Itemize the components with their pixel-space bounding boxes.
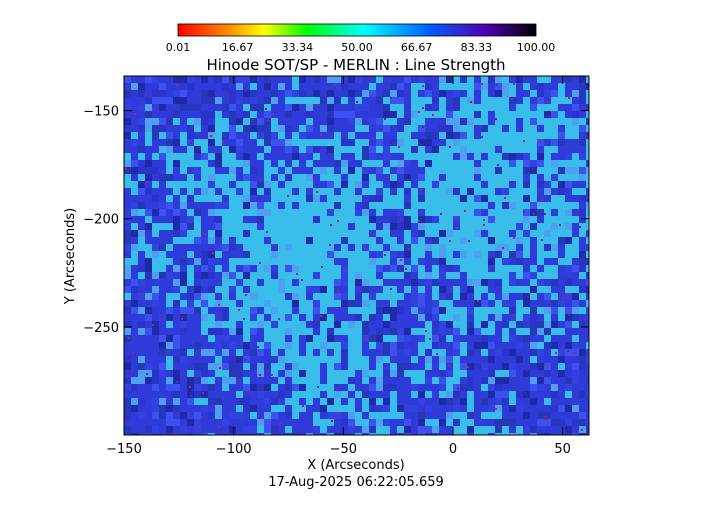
x-axis: −150 −100 −50 0 50 xyxy=(106,76,571,457)
x-tick-label: 0 xyxy=(449,442,457,457)
colorbar-tick-label: 16.67 xyxy=(222,41,254,54)
x-axis-label: X (Arcseconds) xyxy=(307,458,404,473)
y-tick-label: −200 xyxy=(83,213,119,228)
colorbar-tick-labels: 0.01 16.67 33.34 50.00 66.67 83.33 100.00 xyxy=(166,41,556,54)
colorbar-tick-label: 100.00 xyxy=(517,41,556,54)
colorbar xyxy=(177,23,537,37)
y-tick-label: −150 xyxy=(83,105,119,120)
colorbar-tick-label: 83.33 xyxy=(461,41,493,54)
heatmap-cells xyxy=(124,76,589,435)
colorbar-tick-label: 50.00 xyxy=(341,41,373,54)
plot-frame xyxy=(123,75,590,436)
x-tick-label: −100 xyxy=(216,442,252,457)
timestamp: 17-Aug-2025 06:22:05.659 xyxy=(268,475,444,490)
y-tick-label: −250 xyxy=(83,321,119,336)
colorbar-tick-label: 66.67 xyxy=(401,41,433,54)
colorbar-tick-label: 33.34 xyxy=(282,41,314,54)
x-tick-label: −50 xyxy=(330,442,357,457)
x-tick-label: −150 xyxy=(106,442,142,457)
y-axis: −150 −200 −250 xyxy=(83,105,589,336)
y-axis-label: Y (Arcseconds) xyxy=(63,208,78,305)
x-tick-label: 50 xyxy=(554,442,571,457)
colorbar-tick-label: 0.01 xyxy=(166,41,191,54)
heatmap-image xyxy=(124,76,589,435)
chart-title: Hinode SOT/SP - MERLIN : Line Strength xyxy=(206,56,505,74)
